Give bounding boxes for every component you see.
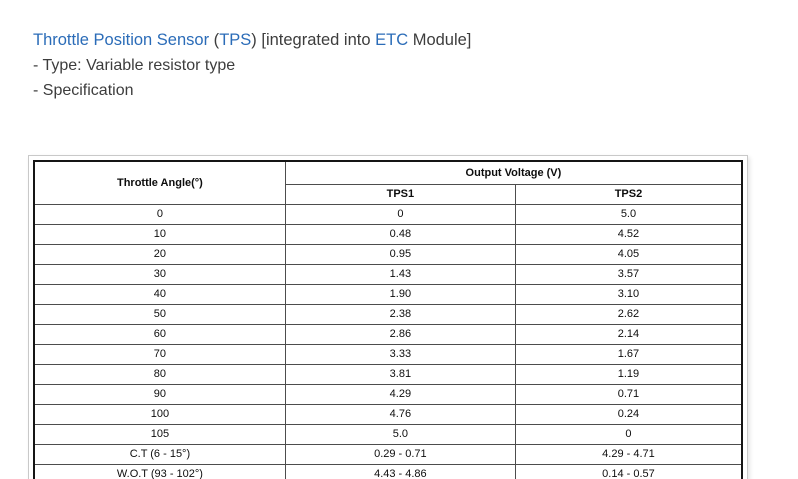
table-row: 105 5.0 0 <box>33 423 743 445</box>
title-text: Module] <box>408 31 472 49</box>
tps1-cell: 0.95 <box>284 243 516 265</box>
tps2-cell: 5.0 <box>514 203 743 225</box>
tps1-cell: 0.48 <box>284 223 516 245</box>
document-header: Throttle Position Sensor (TPS) [integrat… <box>0 0 798 103</box>
link-tps[interactable]: TPS <box>219 31 252 49</box>
table-row: 50 2.38 2.62 <box>33 303 743 325</box>
angle-cell: 105 <box>33 423 286 445</box>
tps-spec-table: Throttle Angle(°) Output Voltage (V) TPS… <box>33 160 743 479</box>
angle-cell: 30 <box>33 263 286 285</box>
table-row: 90 4.29 0.71 <box>33 383 743 405</box>
col-header-tps2: TPS2 <box>514 183 743 205</box>
angle-cell: 20 <box>33 243 286 265</box>
type-line: - Type: Variable resistor type <box>33 57 236 74</box>
angle-cell: C.T (6 - 15°) <box>33 443 286 465</box>
title-text: ) [integrated into <box>251 31 376 49</box>
tps2-cell: 3.57 <box>514 263 743 285</box>
link-throttle-position-sensor[interactable]: Throttle Position Sensor <box>33 31 210 49</box>
tps1-cell: 4.76 <box>284 403 516 425</box>
table-row: 10 0.48 4.52 <box>33 223 743 245</box>
tps2-cell: 2.14 <box>514 323 743 345</box>
tps1-cell: 0 <box>284 203 516 225</box>
tps1-cell: 2.86 <box>284 323 516 345</box>
tps1-cell: 5.0 <box>284 423 516 445</box>
angle-cell: 100 <box>33 403 286 425</box>
tps2-cell: 0.14 - 0.57 <box>514 463 743 479</box>
link-etc[interactable]: ETC <box>375 31 409 49</box>
tps2-cell: 0.24 <box>514 403 743 425</box>
col-header-throttle-angle: Throttle Angle(°) <box>33 160 286 205</box>
tps1-cell: 4.43 - 4.86 <box>284 463 516 479</box>
tps1-cell: 1.43 <box>284 263 516 285</box>
spec-table-frame: Throttle Angle(°) Output Voltage (V) TPS… <box>28 155 748 479</box>
table-row: 60 2.86 2.14 <box>33 323 743 345</box>
table-row: 20 0.95 4.05 <box>33 243 743 265</box>
tps1-cell: 1.90 <box>284 283 516 305</box>
tps1-cell: 3.81 <box>284 363 516 385</box>
table-row: 30 1.43 3.57 <box>33 263 743 285</box>
table-row: W.O.T (93 - 102°) 4.43 - 4.86 0.14 - 0.5… <box>33 463 743 479</box>
table-row: 70 3.33 1.67 <box>33 343 743 365</box>
table-row: 0 0 5.0 <box>33 203 743 225</box>
title-text: ( <box>209 31 220 49</box>
table-row: 80 3.81 1.19 <box>33 363 743 385</box>
angle-cell: 10 <box>33 223 286 245</box>
tps2-cell: 0 <box>514 423 743 445</box>
col-header-output-voltage: Output Voltage (V) <box>284 160 743 185</box>
angle-cell: W.O.T (93 - 102°) <box>33 463 286 479</box>
table-row: 40 1.90 3.10 <box>33 283 743 305</box>
col-header-tps1: TPS1 <box>284 183 516 205</box>
angle-cell: 60 <box>33 323 286 345</box>
tps1-cell: 2.38 <box>284 303 516 325</box>
angle-cell: 0 <box>33 203 286 225</box>
tps1-cell: 3.33 <box>284 343 516 365</box>
angle-cell: 40 <box>33 283 286 305</box>
angle-cell: 80 <box>33 363 286 385</box>
table-row: 100 4.76 0.24 <box>33 403 743 425</box>
tps2-cell: 3.10 <box>514 283 743 305</box>
tps1-cell: 0.29 - 0.71 <box>284 443 516 465</box>
tps2-cell: 0.71 <box>514 383 743 405</box>
tps2-cell: 4.52 <box>514 223 743 245</box>
angle-cell: 50 <box>33 303 286 325</box>
tps2-cell: 1.19 <box>514 363 743 385</box>
tps2-cell: 2.62 <box>514 303 743 325</box>
specification-line: - Specification <box>33 82 134 99</box>
tps2-cell: 1.67 <box>514 343 743 365</box>
page-title: Throttle Position Sensor (TPS) [integrat… <box>33 28 758 53</box>
tps1-cell: 4.29 <box>284 383 516 405</box>
angle-cell: 90 <box>33 383 286 405</box>
angle-cell: 70 <box>33 343 286 365</box>
table-row: C.T (6 - 15°) 0.29 - 0.71 4.29 - 4.71 <box>33 443 743 465</box>
tps2-cell: 4.29 - 4.71 <box>514 443 743 465</box>
tps2-cell: 4.05 <box>514 243 743 265</box>
